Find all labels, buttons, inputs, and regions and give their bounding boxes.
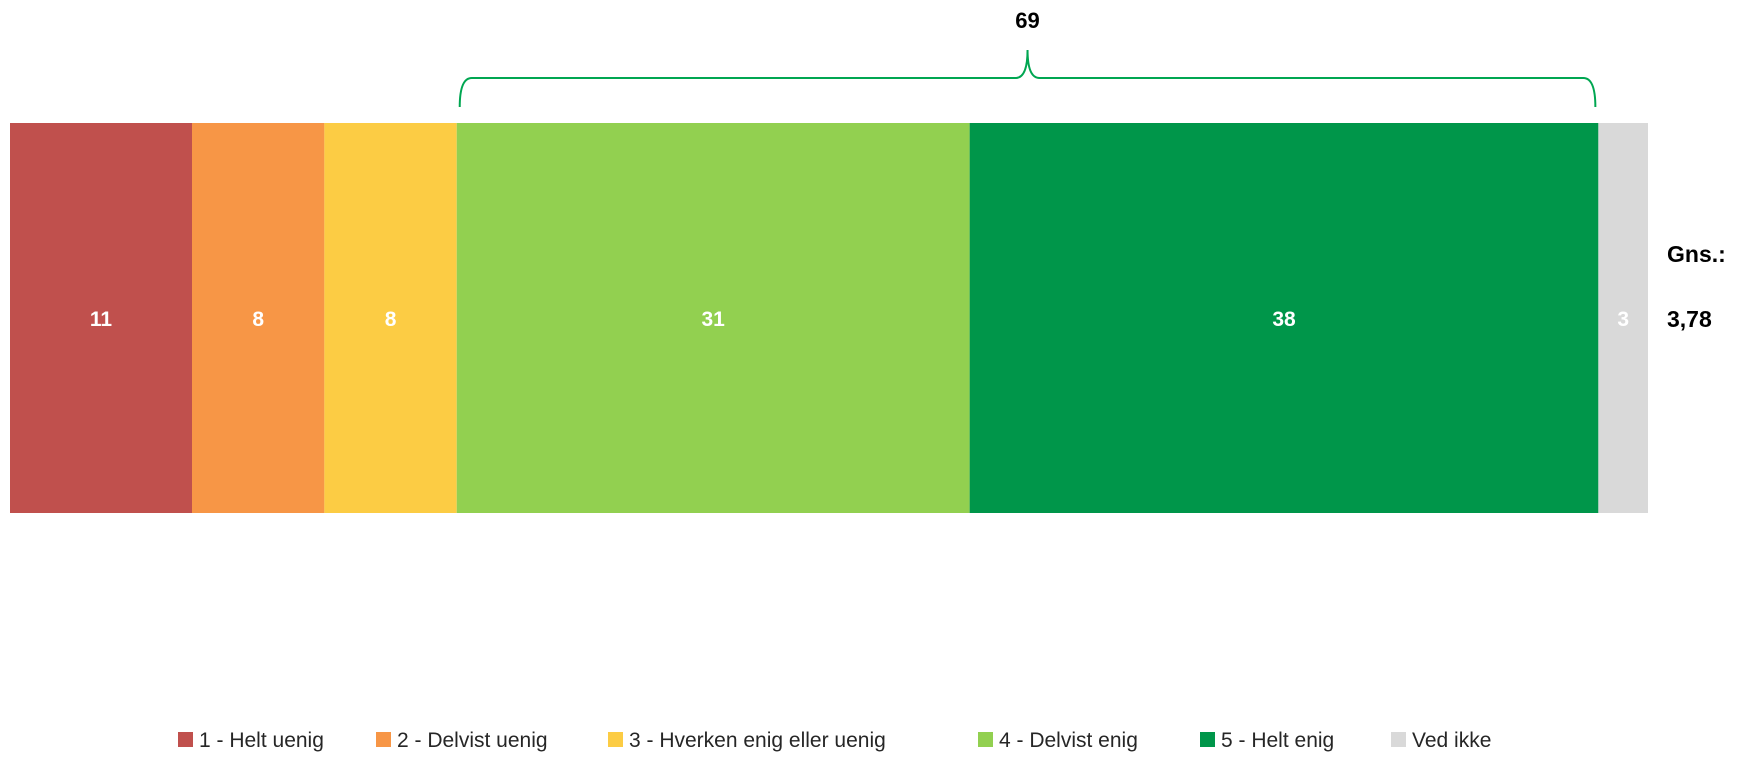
average-value: 3,78 <box>1667 306 1712 332</box>
legend-swatch-3-hverken-enig-eller-uenig <box>608 732 623 747</box>
legend-swatch-ved-ikke <box>1391 732 1406 747</box>
legend-swatch-2-delvist-uenig <box>376 732 391 747</box>
legend-label-2-delvist-uenig: 2 - Delvist uenig <box>397 729 548 752</box>
data-label-5-helt-enig: 38 <box>1272 308 1296 331</box>
data-label-ved-ikke: 3 <box>1617 308 1629 331</box>
bar-segment-ved-ikke <box>1598 123 1648 513</box>
legend-label-1-helt-uenig: 1 - Helt uenig <box>199 729 324 752</box>
average-group: Gns.: 3,78 <box>1667 241 1726 332</box>
legend-label-ved-ikke: Ved ikke <box>1412 729 1491 752</box>
bar-segment-1-helt-uenig <box>10 123 192 513</box>
legend-label-3-hverken-enig-eller-uenig: 3 - Hverken enig eller uenig <box>629 729 886 752</box>
legend-label-4-delvist-enig: 4 - Delvist enig <box>999 729 1138 752</box>
data-label-2-delvist-uenig: 8 <box>252 308 264 331</box>
legend-swatch-5-helt-enig <box>1200 732 1215 747</box>
annotation-bracket <box>458 49 1597 108</box>
bar-segment-3-hverken-enig-eller-uenig <box>324 123 457 513</box>
data-labels: 11 8 8 31 38 3 <box>90 308 1629 331</box>
data-label-3-hverken-enig-eller-uenig: 8 <box>385 308 397 331</box>
average-title: Gns.: <box>1667 241 1726 267</box>
data-label-1-helt-uenig: 11 <box>90 308 113 331</box>
data-label-4-delvist-enig: 31 <box>702 308 726 331</box>
annotation-value: 69 <box>1015 8 1039 33</box>
bar-segments <box>10 123 1648 513</box>
legend-swatch-4-delvist-enig <box>978 732 993 747</box>
bar-segment-2-delvist-uenig <box>192 123 325 513</box>
legend-label-5-helt-enig: 5 - Helt enig <box>1221 729 1334 752</box>
bar-segment-4-delvist-enig <box>456 123 970 513</box>
legend: 1 - Helt uenig 2 - Delvist uenig 3 - Hverk… <box>178 729 1491 752</box>
legend-swatch-1-helt-uenig <box>178 732 193 747</box>
annotation-bracket-group: 69 <box>458 8 1597 108</box>
bar-segment-5-helt-enig <box>969 123 1599 513</box>
